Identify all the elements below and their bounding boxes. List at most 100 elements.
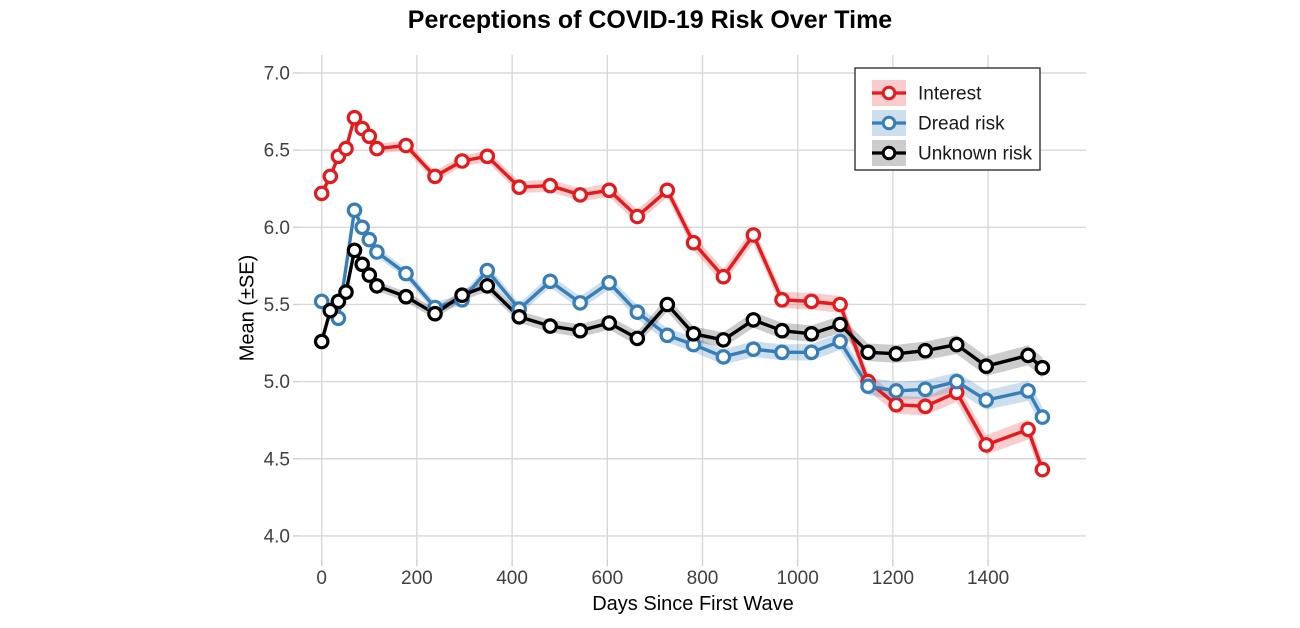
data-point-dread-risk	[1020, 383, 1036, 399]
data-point-dread-risk	[542, 273, 558, 290]
data-point-dread-risk	[917, 381, 934, 398]
data-point-dread-risk	[715, 349, 732, 365]
x-tick-label: 1000	[777, 568, 819, 589]
y-tick-label: 4.5	[264, 449, 290, 470]
data-point-unknown-risk	[454, 287, 470, 303]
y-tick-label: 7.0	[264, 64, 290, 85]
data-point-dread-risk	[601, 274, 617, 291]
chart-title: Perceptions of COVID-19 Risk Over Time	[407, 6, 893, 34]
data-point-dread-risk	[978, 392, 994, 408]
data-point-dread-risk	[572, 295, 588, 311]
data-point-unknown-risk	[745, 312, 762, 328]
legend-point-swatch	[881, 85, 897, 101]
data-point-dread-risk	[361, 231, 378, 248]
data-point-unknown-risk	[685, 325, 702, 342]
y-tick-label: 6.5	[264, 141, 290, 162]
data-point-dread-risk	[369, 244, 385, 260]
legend-point-swatch	[881, 145, 897, 161]
data-point-unknown-risk	[479, 278, 496, 294]
data-point-interest	[479, 148, 496, 165]
data-point-dread-risk	[659, 327, 676, 344]
legend-label: Dread risk	[918, 114, 1005, 135]
data-point-interest	[361, 128, 378, 145]
data-point-dread-risk	[745, 341, 762, 357]
x-tick-label: 0	[316, 568, 327, 589]
data-point-interest	[745, 227, 762, 243]
data-point-unknown-risk	[313, 333, 330, 350]
data-point-unknown-risk	[398, 288, 414, 305]
x-tick-label: 400	[496, 568, 528, 589]
data-point-unknown-risk	[322, 302, 339, 319]
data-point-interest	[398, 137, 414, 154]
legend-label: Interest	[918, 84, 982, 105]
data-point-unknown-risk	[338, 284, 354, 300]
data-point-interest	[1034, 461, 1051, 478]
data-point-dread-risk	[803, 344, 820, 361]
y-axis-title: Mean (±SE)	[236, 254, 259, 362]
data-point-dread-risk	[774, 344, 790, 361]
data-point-unknown-risk	[774, 322, 790, 339]
data-point-interest	[427, 168, 443, 185]
data-point-interest	[369, 140, 385, 157]
y-tick-label: 5.5	[264, 295, 290, 316]
x-tick-label: 1200	[872, 568, 914, 589]
data-point-dread-risk	[832, 333, 848, 350]
data-point-unknown-risk	[832, 316, 848, 333]
data-point-dread-risk	[346, 202, 363, 219]
y-tick-label: 6.0	[264, 218, 290, 239]
data-point-unknown-risk	[369, 278, 385, 294]
data-point-unknown-risk	[1034, 359, 1051, 376]
data-point-unknown-risk	[601, 315, 617, 331]
data-point-interest	[917, 398, 934, 415]
data-point-dread-risk	[948, 373, 965, 390]
data-point-interest	[338, 140, 354, 157]
data-point-unknown-risk	[629, 330, 646, 347]
data-point-unknown-risk	[860, 344, 876, 361]
data-point-interest	[572, 187, 588, 203]
data-point-unknown-risk	[354, 256, 370, 273]
data-point-interest	[454, 153, 470, 169]
data-point-unknown-risk	[542, 318, 558, 334]
y-tick-label: 4.0	[264, 526, 290, 547]
data-point-dread-risk	[629, 304, 646, 320]
data-point-interest	[629, 208, 646, 225]
data-point-interest	[685, 234, 702, 251]
data-point-interest	[322, 168, 339, 185]
data-point-unknown-risk	[361, 267, 378, 283]
data-point-unknown-risk	[427, 305, 443, 322]
x-tick-label: 600	[591, 568, 623, 589]
data-point-interest	[715, 268, 732, 285]
data-point-interest	[542, 177, 558, 194]
x-axis-title: Days Since First Wave	[592, 593, 794, 615]
data-point-interest	[346, 109, 363, 126]
data-point-unknown-risk	[917, 342, 934, 359]
data-point-unknown-risk	[511, 308, 527, 325]
data-point-unknown-risk	[948, 336, 965, 353]
data-point-interest	[978, 437, 994, 453]
x-tick-label: 800	[687, 568, 719, 589]
data-point-unknown-risk	[659, 296, 676, 313]
data-point-unknown-risk	[346, 242, 363, 259]
data-point-interest	[888, 396, 904, 413]
data-point-dread-risk	[1034, 409, 1051, 425]
data-point-interest	[601, 182, 617, 199]
data-point-dread-risk	[479, 262, 496, 279]
x-tick-label: 1400	[967, 568, 1009, 589]
legend-label: Unknown risk	[918, 144, 1033, 165]
data-point-unknown-risk	[803, 325, 820, 342]
legend-point-swatch	[881, 115, 897, 131]
se-ribbon-interest	[321, 113, 1043, 480]
data-point-dread-risk	[354, 219, 370, 236]
data-point-unknown-risk	[715, 332, 732, 348]
data-point-interest	[511, 179, 527, 195]
data-point-dread-risk	[888, 383, 904, 399]
data-point-unknown-risk	[978, 358, 994, 374]
y-tick-label: 5.0	[264, 372, 290, 393]
data-point-interest	[774, 291, 790, 308]
data-point-interest	[313, 185, 330, 202]
se-ribbon-dread-risk	[321, 205, 1043, 428]
data-point-interest	[1020, 421, 1036, 438]
data-point-dread-risk	[860, 378, 876, 394]
